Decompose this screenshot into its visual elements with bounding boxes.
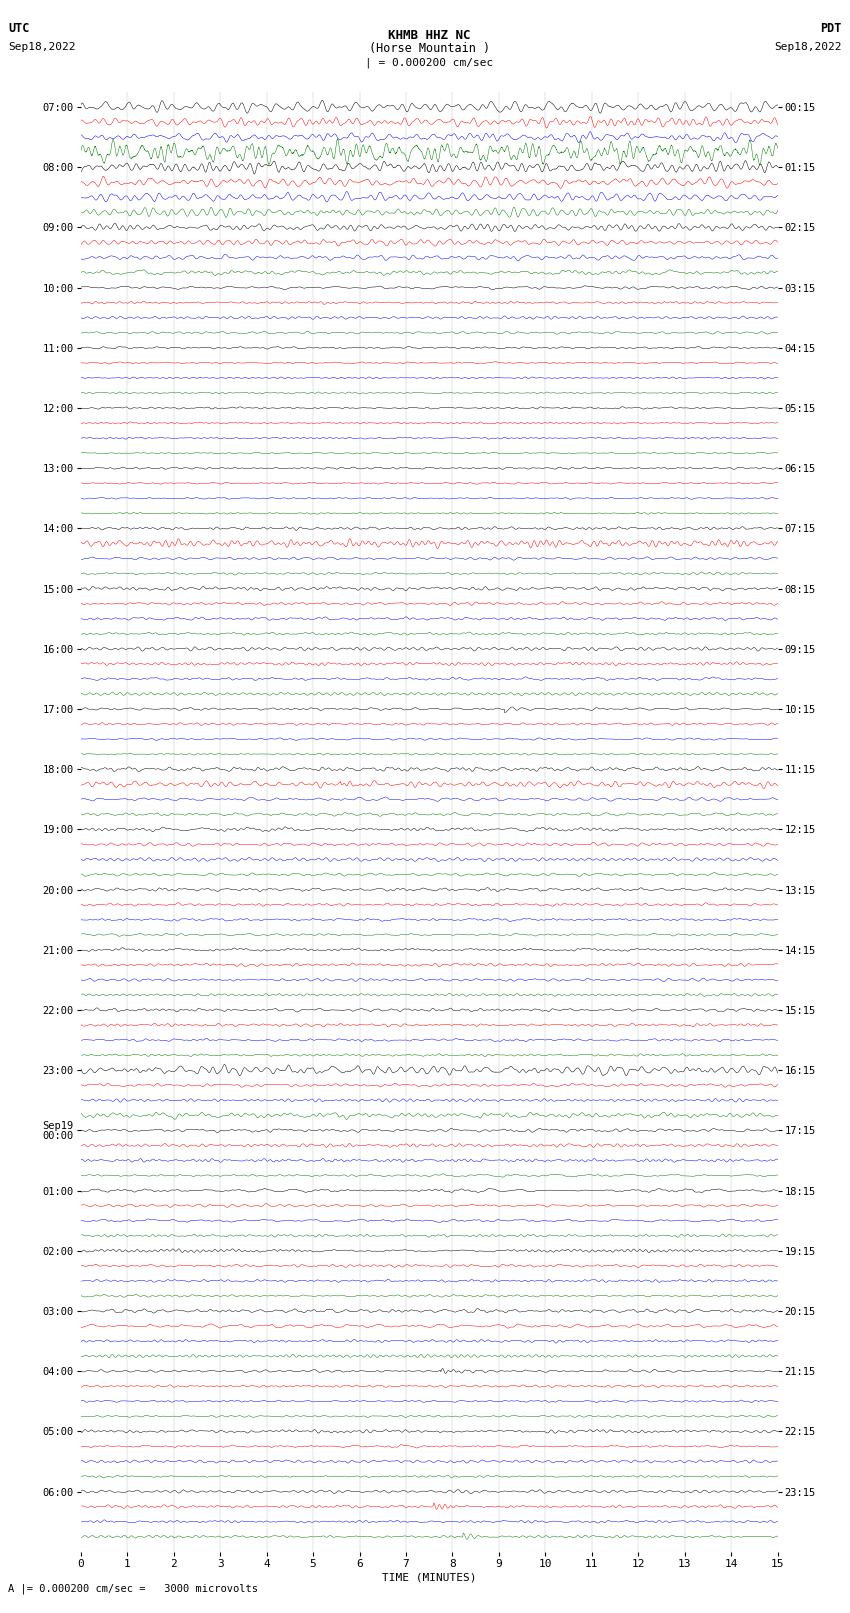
Text: Sep18,2022: Sep18,2022 bbox=[774, 42, 842, 52]
Text: UTC: UTC bbox=[8, 23, 30, 35]
X-axis label: TIME (MINUTES): TIME (MINUTES) bbox=[382, 1573, 477, 1582]
Text: PDT: PDT bbox=[820, 23, 842, 35]
Text: | = 0.000200 cm/sec: | = 0.000200 cm/sec bbox=[366, 56, 493, 68]
Text: (Horse Mountain ): (Horse Mountain ) bbox=[369, 42, 490, 55]
Text: Sep18,2022: Sep18,2022 bbox=[8, 42, 76, 52]
Text: KHMB HHZ NC: KHMB HHZ NC bbox=[388, 29, 471, 42]
Text: A |= 0.000200 cm/sec =   3000 microvolts: A |= 0.000200 cm/sec = 3000 microvolts bbox=[8, 1582, 258, 1594]
